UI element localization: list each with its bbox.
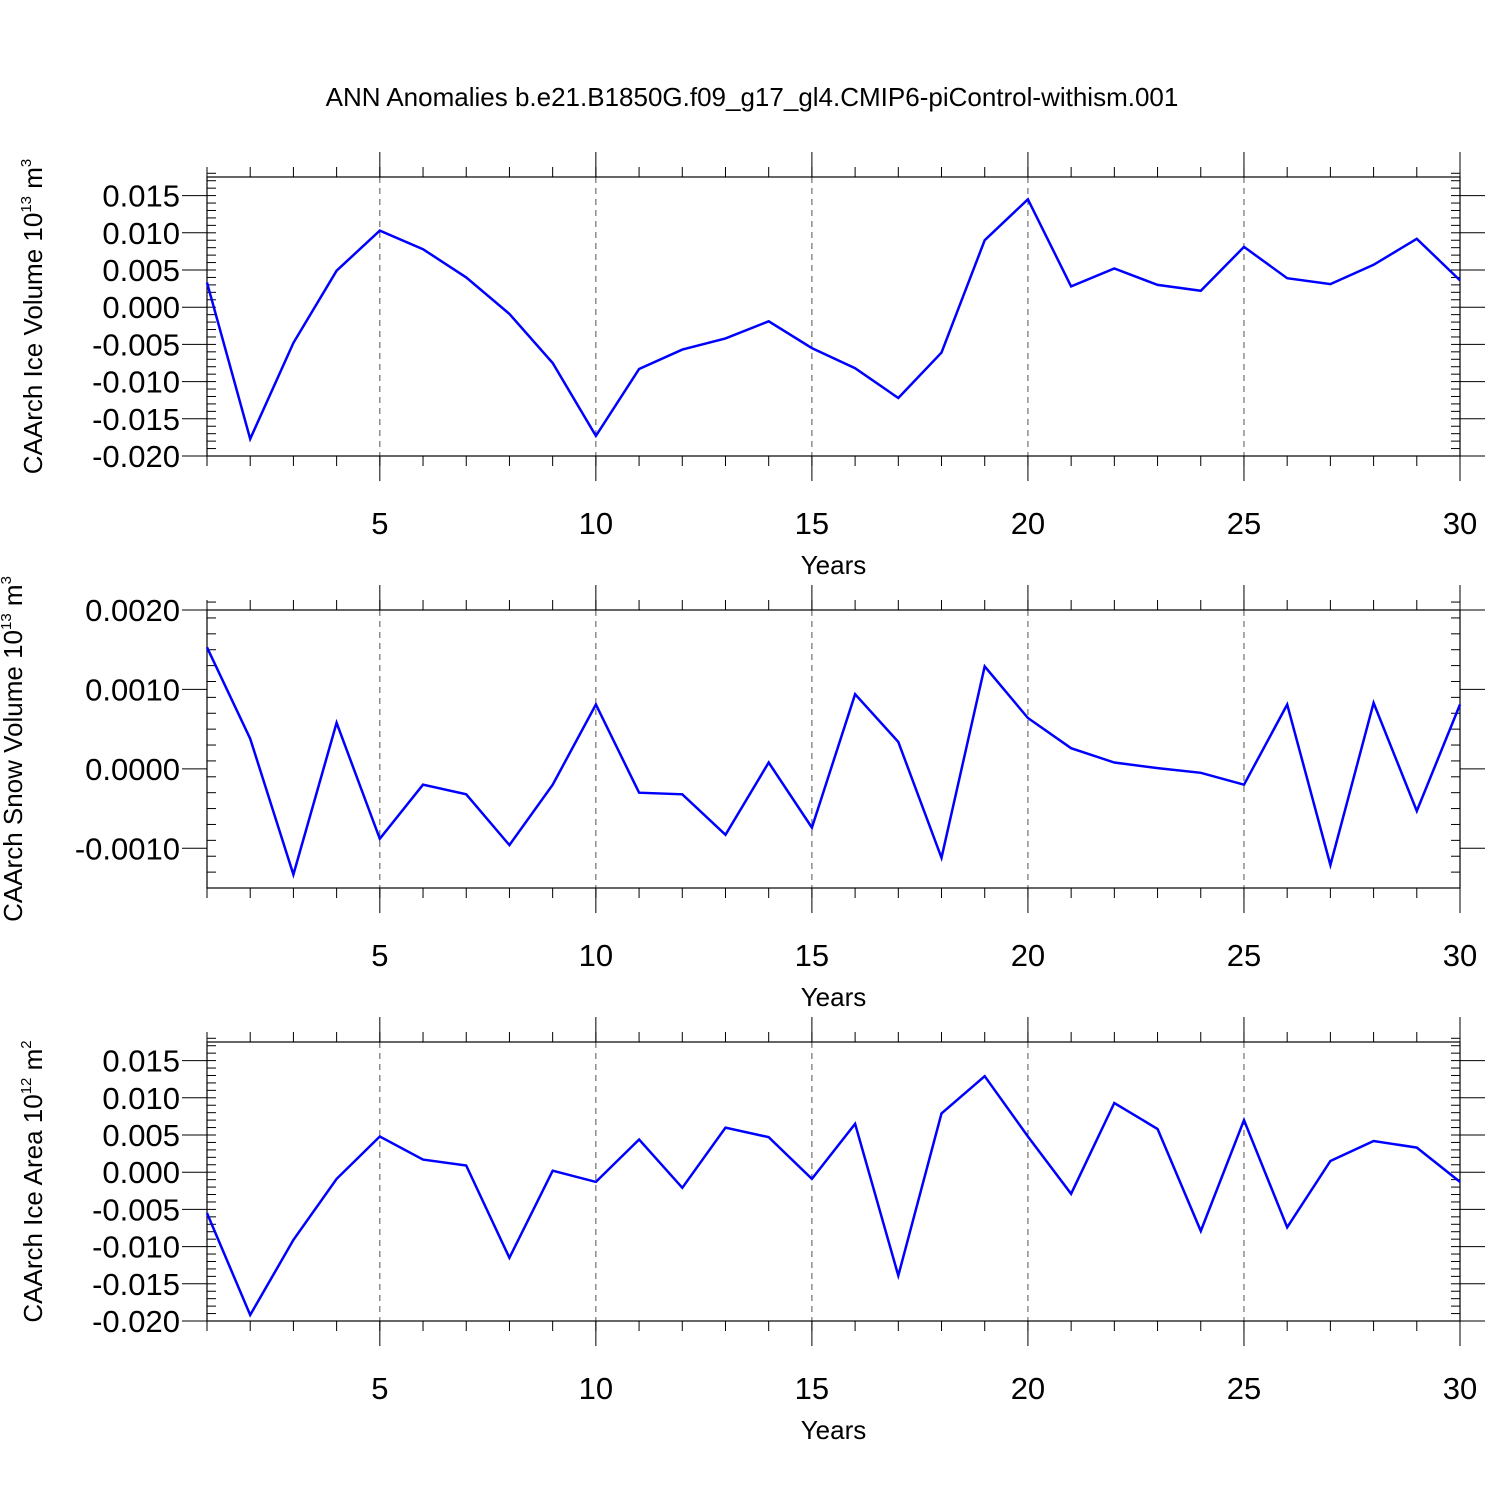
x-tick-label: 30: [1443, 506, 1477, 541]
panel-3: -0.020-0.015-0.010-0.0050.0000.0050.0100…: [18, 1017, 1485, 1445]
y-label-text: CAArch Snow Volume 10: [0, 630, 28, 922]
y-tick-label: -0.0010: [75, 831, 180, 866]
x-tick-label: 10: [579, 506, 613, 541]
y-axis-label: CAArch Ice Area 1012 m2: [18, 1040, 48, 1322]
x-axis-label: Years: [801, 550, 867, 580]
series-line: [205, 197, 1461, 443]
x-tick-label: 25: [1227, 938, 1261, 973]
series-line: [205, 646, 1462, 879]
y-label-text: CAArch Ice Area 10: [18, 1094, 48, 1322]
y-tick-label: -0.005: [92, 1192, 180, 1227]
y-label-text: m: [18, 1049, 48, 1078]
y-tick-label: -0.005: [92, 327, 180, 362]
y-tick-label: -0.020: [92, 439, 180, 474]
y-tick-label: 0.000: [102, 1155, 180, 1190]
y-tick-label: -0.015: [92, 402, 180, 437]
y-label-text: m: [18, 167, 48, 196]
x-tick-label: 25: [1227, 506, 1261, 541]
y-tick-label: 0.0000: [85, 752, 180, 787]
y-label-superscript: 13: [18, 196, 35, 213]
x-axis-label: Years: [801, 982, 867, 1012]
x-tick-label: 5: [371, 506, 388, 541]
x-tick-label: 20: [1011, 1371, 1045, 1406]
panel-1: -0.020-0.015-0.010-0.0050.0000.0050.0100…: [18, 152, 1485, 580]
x-tick-label: 20: [1011, 938, 1045, 973]
y-tick-label: 0.015: [102, 179, 180, 214]
x-tick-label: 30: [1443, 1371, 1477, 1406]
y-tick-label: 0.010: [102, 1081, 180, 1116]
panel-2: -0.0010 0.0000 0.0010 0.0020 5 10 15 20 25 30 Year…: [0, 576, 1485, 1012]
y-label-superscript: 13: [0, 613, 15, 630]
y-label-superscript: 2: [18, 1040, 35, 1048]
y-tick-label: 0.0020: [85, 593, 180, 628]
x-tick-label: 25: [1227, 1371, 1261, 1406]
series-line: [205, 1074, 1461, 1318]
x-tick-label: 15: [795, 1371, 829, 1406]
y-label-superscript: 12: [18, 1078, 35, 1095]
x-axis-label: Years: [801, 1415, 867, 1445]
y-label-text: m: [0, 584, 28, 613]
y-tick-label: -0.020: [92, 1304, 180, 1339]
y-tick-label: 0.005: [102, 253, 180, 288]
y-axis-label: CAArch Snow Volume 1013 m3: [0, 576, 28, 922]
x-tick-label: 10: [579, 938, 613, 973]
y-tick-label: 0.010: [102, 216, 180, 251]
x-tick-label: 5: [371, 938, 388, 973]
y-tick-label: -0.015: [92, 1267, 180, 1302]
y-tick-label: 0.005: [102, 1118, 180, 1153]
plot-frame: [206, 1041, 1461, 1322]
x-tick-label: 5: [371, 1371, 388, 1406]
y-label-superscript: 3: [18, 159, 35, 167]
y-tick-label: -0.010: [92, 1230, 180, 1265]
x-tick-label: 15: [795, 506, 829, 541]
x-tick-label: 20: [1011, 506, 1045, 541]
y-tick-label: 0.000: [102, 290, 180, 325]
plot-frame: [206, 176, 1461, 457]
y-tick-label: 0.0010: [85, 672, 180, 707]
x-tick-label: 10: [579, 1371, 613, 1406]
x-tick-label: 15: [795, 938, 829, 973]
y-tick-label: 0.015: [102, 1044, 180, 1079]
y-label-text: CAArch Ice Volume 10: [18, 213, 48, 475]
x-tick-label: 30: [1443, 938, 1477, 973]
y-label-superscript: 3: [0, 576, 15, 584]
y-axis-label: CAArch Ice Volume 1013 m3: [18, 159, 48, 475]
chart-title: ANN Anomalies b.e21.B1850G.f09_g17_gl4.C…: [326, 82, 1179, 112]
plot-frame: [206, 609, 1461, 889]
y-tick-label: -0.010: [92, 365, 180, 400]
